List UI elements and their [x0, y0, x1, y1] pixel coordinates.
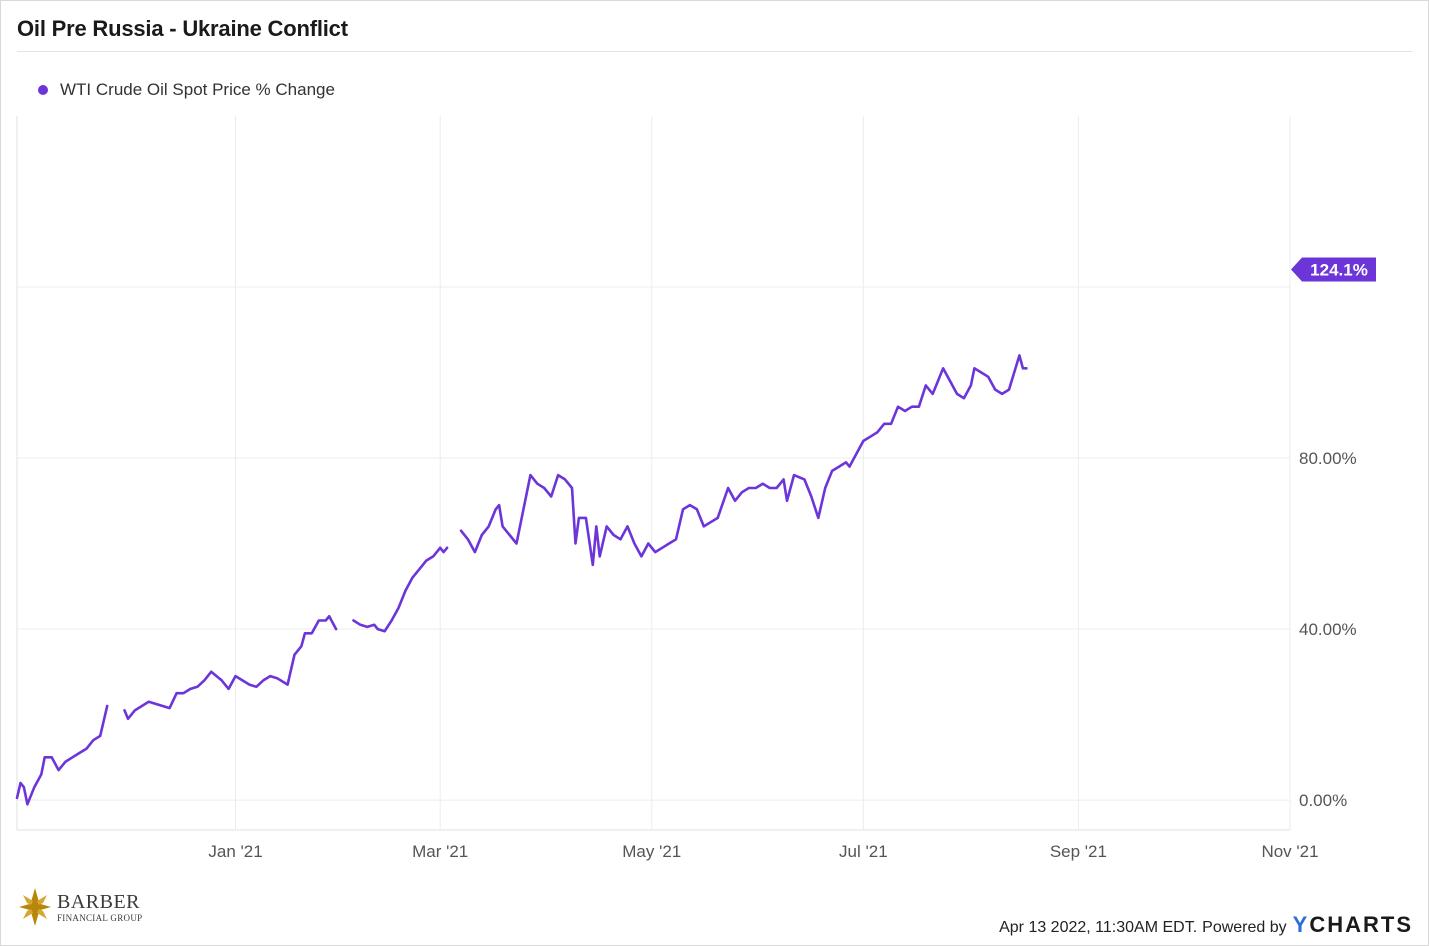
y-tick-label: 40.00%: [1299, 620, 1357, 639]
series-line-segment: [459, 354, 1028, 567]
last-value-badge: 124.1%: [1291, 257, 1376, 282]
timestamp: Apr 13 2022, 11:30AM EDT.: [999, 919, 1198, 936]
series-line-segment: [15, 704, 109, 806]
last-value-label: 124.1%: [1310, 260, 1368, 279]
powered-by-label: Powered by: [1202, 919, 1287, 936]
legend-marker: [38, 85, 48, 95]
barber-logo-icon: [19, 888, 51, 926]
last-value-badge-bg: [1291, 257, 1376, 282]
x-tick-label: Nov '21: [1261, 842, 1318, 861]
y-tick-label: 80.00%: [1299, 449, 1357, 468]
logo-name: BARBER: [57, 890, 141, 913]
legend[interactable]: WTI Crude Oil Spot Price % Change: [38, 80, 335, 100]
logo-subtitle: FINANCIAL GROUP: [57, 912, 143, 923]
series-line-segment: [352, 546, 449, 633]
ycharts-brand-rest: CHARTS: [1309, 912, 1413, 937]
legend-label: WTI Crude Oil Spot Price % Change: [60, 80, 335, 99]
series-line-segment: [123, 614, 338, 721]
x-tick-label: Mar '21: [412, 842, 468, 861]
x-tick-label: May '21: [622, 842, 681, 861]
x-tick-label: Jan '21: [208, 842, 262, 861]
x-tick-label: Jul '21: [839, 842, 888, 861]
x-tick-label: Sep '21: [1050, 842, 1107, 861]
page-title: Oil Pre Russia - Ukraine Conflict: [17, 16, 348, 41]
ycharts-brand-y: Y: [1292, 912, 1310, 937]
barber-logo: BARBER FINANCIAL GROUP: [17, 886, 142, 928]
footer-attribution: Apr 13 2022, 11:30AM EDT. Powered by YCH…: [999, 912, 1413, 938]
title-divider: [17, 51, 1412, 52]
y-tick-label: 0.00%: [1299, 791, 1347, 810]
ycharts-brand[interactable]: YCHARTS: [1293, 912, 1413, 938]
